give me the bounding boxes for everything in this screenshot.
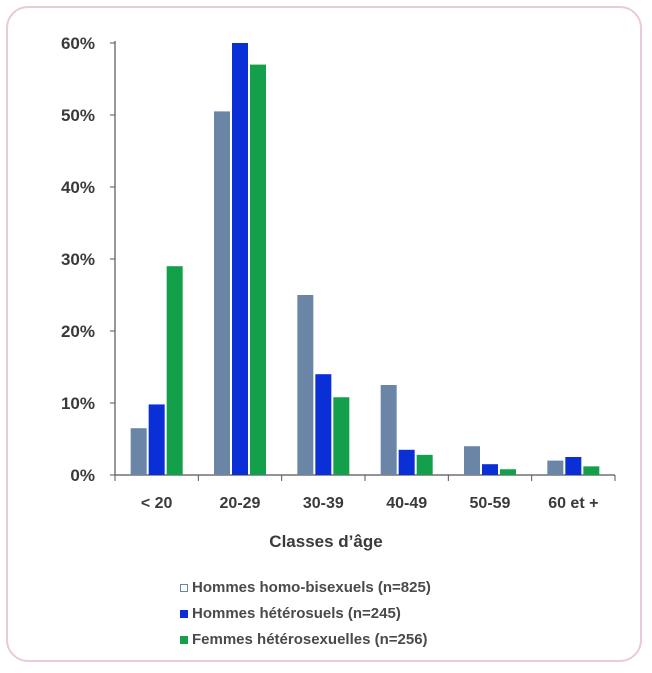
legend-item: Hommes homo-bisexuels (n=825) <box>180 575 431 601</box>
bar-series-0-50-59 <box>464 446 480 475</box>
bar-series-0--20 <box>130 428 147 475</box>
y-tick-label: 60% <box>61 34 95 53</box>
legend-label-series-1: Hommes hétérosuels (n=245) <box>192 605 401 622</box>
y-tick-label: 20% <box>61 322 95 341</box>
legend-item: Femmes hétérosexuelles (n=256) <box>180 627 431 653</box>
bar-series-1-60-et- <box>565 457 582 475</box>
bar-series-2-40-49 <box>416 454 433 475</box>
bar-series-1--20 <box>148 404 165 475</box>
y-tick-label: 40% <box>61 178 95 197</box>
x-tick-label: 20-29 <box>220 495 261 512</box>
y-tick-label: 10% <box>61 394 95 413</box>
bar-series-0-60-et- <box>547 460 564 475</box>
bar-series-2--20 <box>166 266 183 475</box>
x-tick-label: 40-49 <box>386 495 427 512</box>
bar-series-2-60-et- <box>583 466 600 475</box>
bar-series-1-30-39 <box>315 374 332 475</box>
legend-swatch-series-1 <box>180 610 188 618</box>
bar-series-0-40-49 <box>380 385 397 475</box>
x-tick-label: 60 et + <box>548 495 598 512</box>
x-tick-label: 30-39 <box>303 495 344 512</box>
legend: Hommes homo-bisexuels (n=825) Hommes hét… <box>180 575 431 653</box>
bar-series-0-30-39 <box>297 295 314 475</box>
x-tick-label: 50-59 <box>470 495 511 512</box>
legend-label-series-0: Hommes homo-bisexuels (n=825) <box>192 579 431 596</box>
legend-swatch-series-2 <box>180 636 188 644</box>
bar-series-1-40-49 <box>398 449 415 475</box>
bar-series-2-30-39 <box>333 397 350 475</box>
y-tick-label: 50% <box>61 106 95 125</box>
bar-series-1-50-59 <box>482 464 498 475</box>
bar-series-2-20-29 <box>250 64 266 475</box>
bar-series-0-20-29 <box>214 111 230 476</box>
legend-swatch-series-0 <box>180 584 188 592</box>
y-tick-label: 30% <box>61 250 95 269</box>
legend-item: Hommes hétérosuels (n=245) <box>180 601 431 627</box>
y-tick-label: 0% <box>70 466 95 485</box>
bar-series-2-50-59 <box>500 469 516 475</box>
x-tick-label: < 20 <box>141 495 173 512</box>
legend-label-series-2: Femmes hétérosexuelles (n=256) <box>192 631 428 648</box>
bar-series-1-20-29 <box>232 43 248 475</box>
x-axis-title: Classes d’âge <box>269 532 383 551</box>
